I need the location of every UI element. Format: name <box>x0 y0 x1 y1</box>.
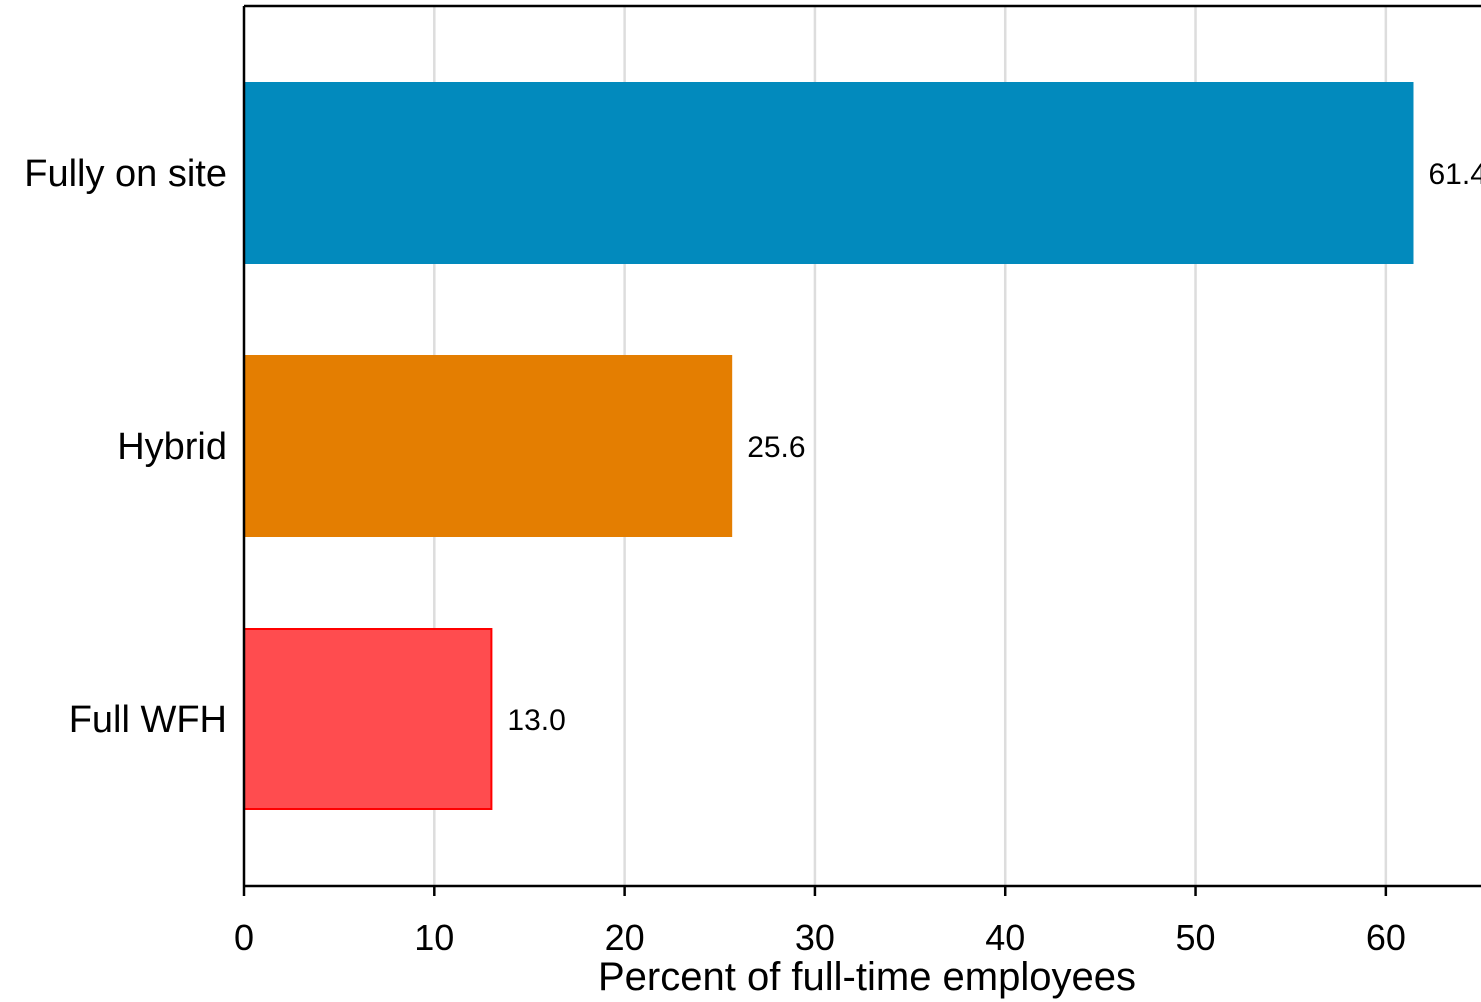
axes <box>242 4 1481 896</box>
category-label: Hybrid <box>117 426 227 468</box>
x-axis-title: Percent of full-time employees <box>598 955 1136 999</box>
x-tick-label: 10 <box>414 917 454 958</box>
bar-hybrid <box>243 355 733 537</box>
x-tick-label: 50 <box>1176 917 1216 958</box>
value-label: 25.6 <box>747 431 805 464</box>
category-label: Fully on site <box>24 153 227 195</box>
x-tick-label: 40 <box>985 917 1025 958</box>
x-tick-label: 30 <box>795 917 835 958</box>
bar-full-wfh <box>243 628 493 810</box>
category-label: Full WFH <box>69 699 227 741</box>
bar-fully-on-site <box>243 82 1414 264</box>
x-tick-label: 60 <box>1366 917 1406 958</box>
x-tick-label: 20 <box>605 917 645 958</box>
value-label: 61.4 <box>1428 158 1481 191</box>
labels: 61.4 Fully on site 25.6 Hybrid 13.0 Full WFH 0… <box>24 153 1481 958</box>
x-tick-label: 0 <box>234 917 254 958</box>
value-label: 13.0 <box>507 704 565 737</box>
bars <box>243 82 1414 810</box>
